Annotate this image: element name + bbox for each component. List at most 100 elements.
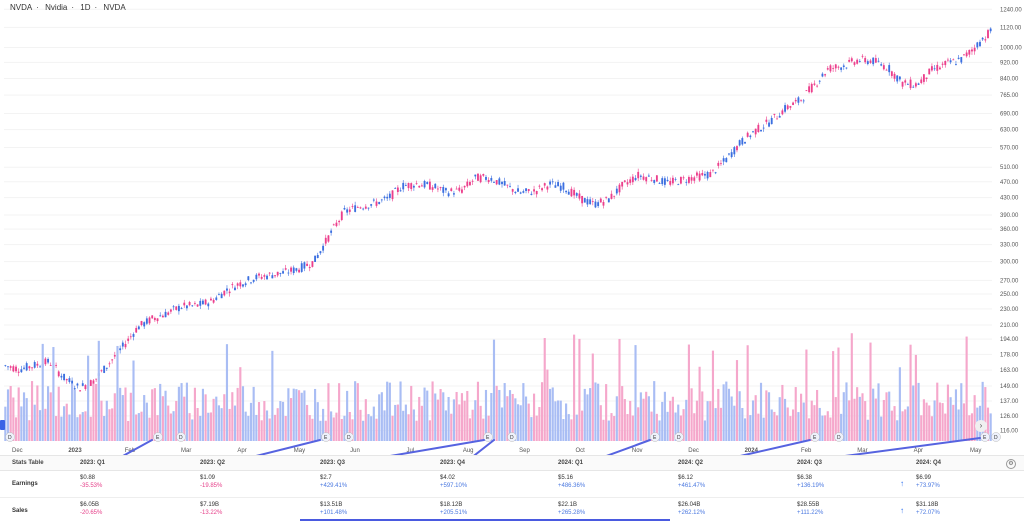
volume-bar — [709, 401, 712, 441]
dividend-marker-label: D — [8, 435, 12, 441]
settings-gear-icon[interactable]: ⚙ — [1006, 459, 1016, 469]
volume-bar — [276, 408, 279, 441]
volume-bar — [249, 402, 253, 441]
y-tick-label: 270.00 — [1000, 278, 1019, 284]
volume-bar — [204, 394, 207, 441]
x-tick-label: Oct — [576, 448, 586, 454]
candle-body — [637, 171, 640, 179]
candle-body — [324, 237, 327, 244]
volume-bar — [52, 347, 55, 441]
volume-bar — [388, 382, 391, 441]
volume-bar — [986, 407, 990, 441]
volume-bar — [516, 404, 520, 441]
candle-body — [100, 370, 103, 372]
chart-title: NVDA · Nvidia · 1D · NVDA — [10, 3, 126, 12]
volume-bar — [949, 397, 952, 441]
candle-body — [728, 153, 730, 155]
candle-body — [410, 183, 413, 190]
volume-bar — [415, 420, 418, 441]
sales-value: $13.51B — [320, 502, 343, 508]
volume-bar — [284, 416, 287, 441]
candle-body — [738, 140, 741, 146]
candle-body — [714, 172, 717, 174]
candle-body — [124, 343, 127, 348]
volume-bar — [81, 412, 84, 441]
x-tick-label: Jul — [406, 448, 414, 454]
candle-body — [770, 117, 773, 125]
volume-bar — [428, 420, 431, 441]
y-tick-label: 690.00 — [1000, 111, 1019, 117]
horizontal-scrollbar[interactable] — [300, 519, 670, 521]
candle-body — [482, 173, 485, 176]
volume-bar — [567, 414, 570, 441]
volume-bar — [570, 419, 573, 441]
x-tick-label: Dec — [12, 448, 23, 454]
candle-body — [407, 183, 410, 189]
volume-bar — [658, 420, 661, 441]
volume-bar — [354, 381, 357, 441]
volume-bar — [119, 387, 122, 441]
volume-bar — [17, 387, 20, 441]
candle-body — [928, 68, 931, 75]
exchange-label: NVDA — [103, 3, 126, 12]
scroll-right-button[interactable]: › — [975, 420, 987, 432]
volume-bar — [511, 393, 514, 441]
price-chart[interactable]: 1240.00 1120.00 1000.00 920.00 840.00 765.00 6… — [0, 0, 1024, 455]
volume-bar — [281, 401, 285, 441]
candle-body — [634, 177, 637, 181]
candle-body — [375, 201, 378, 206]
candle-body — [57, 371, 60, 377]
volume-bar — [749, 415, 752, 441]
candle-body — [453, 193, 455, 195]
candle-body — [193, 302, 196, 304]
candle-body — [906, 84, 909, 85]
volume-bar — [383, 410, 386, 441]
volume-bar — [925, 402, 928, 441]
candle-body — [63, 373, 66, 380]
candle-body — [674, 178, 677, 180]
volume-bar — [89, 416, 92, 441]
volume-bar — [864, 401, 867, 441]
volume-bar — [532, 393, 536, 441]
volume-bar — [695, 400, 699, 441]
dividend-marker — [507, 432, 517, 442]
sales-value: $26.04B — [678, 502, 701, 508]
candle-body — [418, 185, 421, 188]
volume-bar — [386, 381, 389, 441]
candle-body — [495, 180, 498, 185]
earnings-change: +597.10% — [440, 483, 468, 489]
volume-bar — [794, 387, 797, 441]
volume-bar — [653, 381, 656, 441]
candle-body — [439, 187, 442, 189]
chart-area[interactable]: 1240.00 1120.00 1000.00 920.00 840.00 765.00 6… — [0, 0, 1024, 455]
earnings-marker — [153, 432, 163, 442]
y-tick-label: 300.00 — [1000, 260, 1019, 266]
volume-bar — [348, 411, 351, 441]
volume-bar — [821, 415, 824, 441]
candle-body — [76, 383, 79, 386]
candle-body — [426, 182, 429, 184]
candle-body — [60, 375, 63, 378]
candle-body — [746, 132, 749, 137]
earnings-change: +486.36% — [558, 483, 586, 489]
candle-body — [260, 276, 263, 279]
candle-body — [722, 158, 725, 162]
candle-body — [861, 55, 864, 57]
candle-body — [712, 169, 714, 171]
candle-body — [615, 188, 618, 194]
volume-bar — [669, 400, 672, 441]
candle-body — [971, 49, 973, 52]
sales-change: +262.12% — [678, 510, 706, 516]
volume-bar — [479, 405, 482, 441]
candle-body — [514, 191, 517, 194]
candle-body — [821, 73, 824, 77]
y-tick-label: 230.00 — [1000, 307, 1019, 313]
candle-body — [567, 191, 570, 195]
candle-body — [690, 177, 693, 181]
interval-label: 1D — [80, 3, 91, 12]
left-scroll-handle[interactable] — [0, 420, 5, 430]
volume-bar — [869, 342, 872, 441]
volume-bar — [418, 396, 421, 441]
candle-body — [68, 378, 71, 382]
volume-bar — [49, 392, 52, 441]
